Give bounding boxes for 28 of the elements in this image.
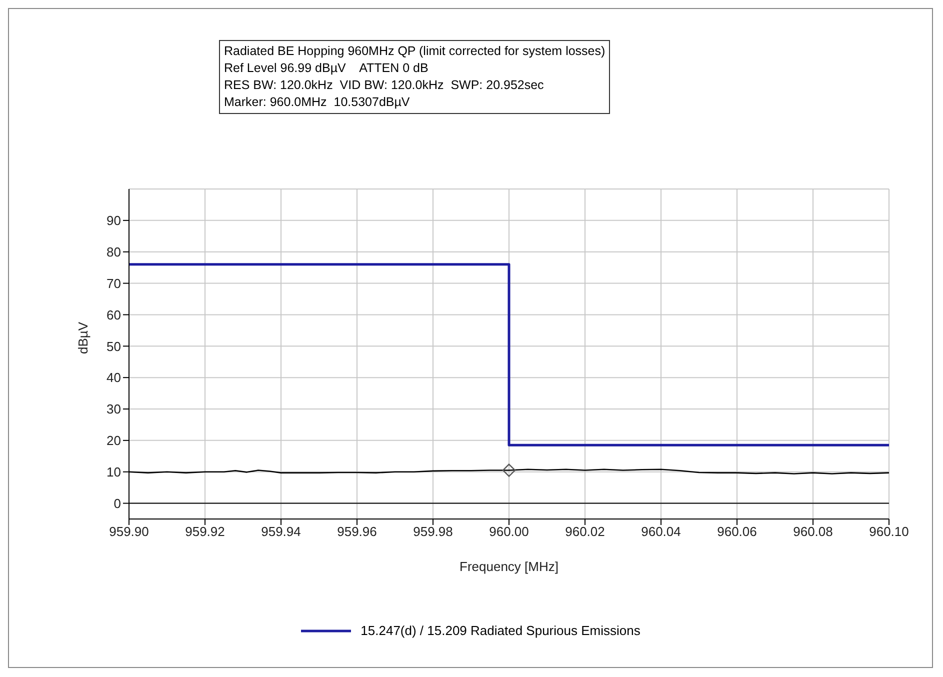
x-tick-label: 960.02 — [565, 524, 605, 540]
x-tick-label: 959.98 — [413, 524, 453, 540]
x-tick-label: 959.94 — [261, 524, 301, 540]
x-axis-title: Frequency [MHz] — [460, 559, 558, 574]
x-tick-label: 960.04 — [641, 524, 681, 540]
y-tick-label: 90 — [106, 213, 121, 228]
x-tick-label: 960.06 — [717, 524, 757, 540]
y-tick-label: 60 — [106, 307, 121, 322]
text: RES BW: 120.0kHz VID BW: 120.0kHz SWP: 20.952sec — [224, 77, 545, 94]
y-tick-label: 80 — [106, 244, 121, 260]
x-tick-label: 960.10 — [869, 524, 909, 540]
y-axis-title: dBµV — [76, 322, 91, 354]
x-tick-label: 960.08 — [793, 524, 833, 540]
x-tick-label: 959.90 — [109, 524, 149, 540]
x-tick-label: 959.96 — [337, 524, 377, 540]
legend-label: 15.247(d) / 15.209 Radiated Spurious Emissions — [360, 623, 640, 638]
y-tick-label: 50 — [106, 338, 121, 354]
y-tick-label: 40 — [106, 370, 121, 386]
text: Marker: 960.0MHz 10.5307dBµV — [224, 94, 411, 111]
y-tick-label: 10 — [106, 464, 121, 480]
y-tick-label: 30 — [106, 402, 121, 417]
y-tick-label: 0 — [114, 496, 121, 511]
chart-title: Radiated BE Hopping 960MHz QP (limit corrected for system losses) — [224, 43, 606, 60]
x-tick-label: 960.00 — [489, 524, 529, 540]
x-tick-label: 959.92 — [185, 524, 225, 540]
text: Ref Level 96.99 dBµV ATTEN 0 dB — [224, 60, 430, 77]
y-tick-label: 70 — [106, 276, 121, 291]
y-tick-label: 20 — [106, 433, 121, 448]
